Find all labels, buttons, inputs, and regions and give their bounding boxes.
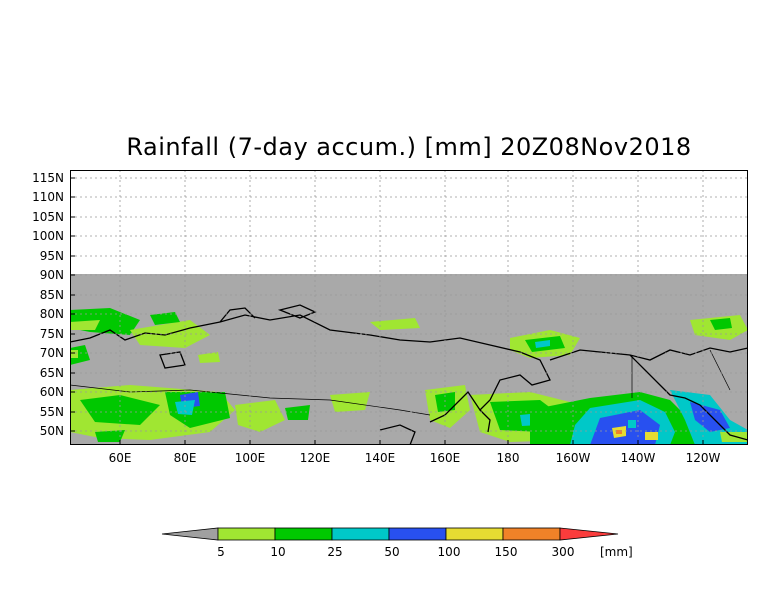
colorbar-swatch <box>217 527 276 541</box>
lon-label: 140E <box>364 451 396 465</box>
lat-label: 60N <box>39 385 64 399</box>
lon-label: 60E <box>108 451 132 465</box>
lon-label: 140W <box>620 451 656 465</box>
colorbar-label: 50 <box>384 545 400 559</box>
colorbar-unit: [mm] <box>600 545 633 559</box>
lon-label: 80E <box>173 451 197 465</box>
colorbar-swatch <box>502 527 561 541</box>
lat-label: 90N <box>39 268 64 282</box>
map-panel <box>70 170 748 445</box>
lon-label: 160W <box>555 451 591 465</box>
colorbar-label: 150 <box>494 545 518 559</box>
colorbar-label: 100 <box>437 545 461 559</box>
lat-label: 115N <box>32 171 64 185</box>
lat-label: 50N <box>39 424 64 438</box>
lat-label: 105N <box>32 210 64 224</box>
lat-label: 95N <box>39 249 64 263</box>
gridlines <box>70 170 748 445</box>
rainfall-field <box>70 308 748 445</box>
colorbar-swatch <box>331 527 390 541</box>
colorbar <box>161 527 619 541</box>
map-frame <box>70 170 748 445</box>
colorbar-label: 10 <box>270 545 286 559</box>
lat-label: 55N <box>39 405 64 419</box>
lat-label: 70N <box>39 346 64 360</box>
colorbar-swatch <box>161 527 219 541</box>
lat-label: 75N <box>39 327 64 341</box>
axis-ticks <box>70 177 704 445</box>
colorbar-label: 5 <box>217 545 225 559</box>
colorbar-label: 25 <box>327 545 343 559</box>
colorbar-swatch <box>274 527 333 541</box>
lat-label: 85N <box>39 288 64 302</box>
lon-label: 180 <box>496 451 520 465</box>
lon-label: 120E <box>299 451 331 465</box>
lat-label: 100N <box>32 229 64 243</box>
colorbar-swatch <box>559 527 619 541</box>
colorbar-swatch <box>388 527 447 541</box>
lat-label: 65N <box>39 366 64 380</box>
lon-label: 120W <box>685 451 721 465</box>
lat-label: 80N <box>39 307 64 321</box>
colorbar-label: 300 <box>551 545 575 559</box>
colorbar-swatch <box>445 527 504 541</box>
map-title: Rainfall (7-day accum.) [mm] 20Z08Nov201… <box>126 133 692 161</box>
lon-label: 100E <box>234 451 266 465</box>
lat-label: 110N <box>32 190 64 204</box>
lon-label: 160E <box>429 451 461 465</box>
